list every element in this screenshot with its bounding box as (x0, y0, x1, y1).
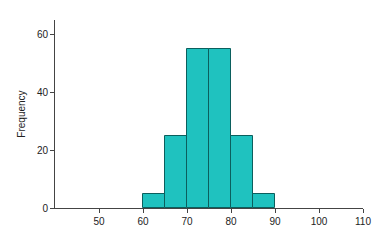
svg-text:0: 0 (42, 203, 48, 214)
svg-text:60: 60 (37, 29, 49, 40)
svg-text:90: 90 (269, 216, 281, 227)
svg-text:20: 20 (37, 145, 49, 156)
svg-text:110: 110 (355, 216, 371, 227)
svg-text:40: 40 (37, 87, 49, 98)
svg-text:50: 50 (93, 216, 105, 227)
svg-text:100: 100 (311, 216, 328, 227)
svg-text:70: 70 (181, 216, 193, 227)
svg-text:Frequency: Frequency (16, 90, 27, 137)
svg-text:80: 80 (225, 216, 237, 227)
svg-text:60: 60 (137, 216, 149, 227)
